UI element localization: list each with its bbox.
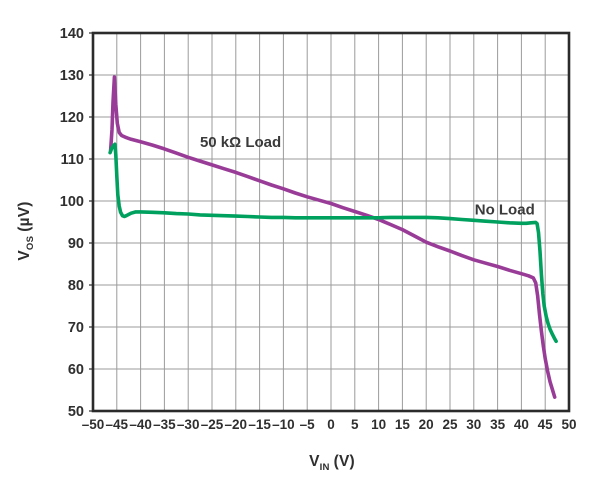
x-tick-label: 0 (327, 417, 335, 432)
x-tick-label: 45 (538, 417, 554, 432)
x-tick-label: –45 (106, 417, 129, 432)
y-tick-label: 120 (60, 110, 84, 126)
x-tick-label: –20 (225, 417, 248, 432)
x-tick-label: 20 (419, 417, 434, 432)
x-tick-label: –30 (177, 417, 200, 432)
y-tick-label: 50 (68, 404, 84, 420)
x-tick-label: –10 (272, 417, 295, 432)
y-tick-label: 110 (61, 152, 84, 168)
series-label-50-k-load: 50 kΩ Load (200, 134, 281, 151)
y-axis-title-subscript: OS (25, 235, 37, 251)
x-tick-label: –35 (153, 417, 176, 432)
x-tick-label: 25 (442, 417, 458, 432)
x-tick-label: 10 (371, 417, 386, 432)
x-tick-label: –50 (82, 417, 105, 432)
y-tick-label: 100 (60, 194, 84, 210)
y-axis-title-symbol: V (15, 250, 33, 261)
x-tick-label: 5 (351, 417, 359, 432)
y-tick-label: 90 (68, 236, 84, 252)
x-tick-label: 50 (561, 417, 576, 432)
x-tick-label: 15 (395, 417, 411, 432)
x-axis-title-unit: (V) (333, 452, 355, 470)
y-axis-title-unit: (µV) (15, 201, 33, 232)
x-tick-label: 40 (514, 417, 529, 432)
y-tick-label: 140 (60, 26, 84, 42)
series-line-50-k-load (108, 75, 557, 399)
x-tick-label: –25 (201, 417, 224, 432)
y-tick-label: 60 (68, 362, 84, 378)
y-tick-label: 70 (68, 320, 84, 336)
x-tick-label: 30 (466, 417, 481, 432)
x-axis-title-symbol: V (309, 452, 320, 470)
x-tick-label: –40 (129, 417, 152, 432)
series-label-no-load: No Load (475, 201, 535, 218)
y-tick-label: 130 (60, 68, 84, 84)
y-axis-title: VOS (µV) (16, 201, 36, 260)
x-tick-label: –15 (248, 417, 271, 432)
x-axis-title: VIN (V) (309, 453, 355, 473)
series-line-no-load (108, 142, 558, 344)
x-tick-label: –5 (300, 417, 316, 432)
x-axis-title-subscript: IN (319, 462, 330, 474)
x-tick-label: 35 (490, 417, 506, 432)
plot-border (91, 31, 571, 413)
y-tick-label: 80 (68, 278, 84, 294)
